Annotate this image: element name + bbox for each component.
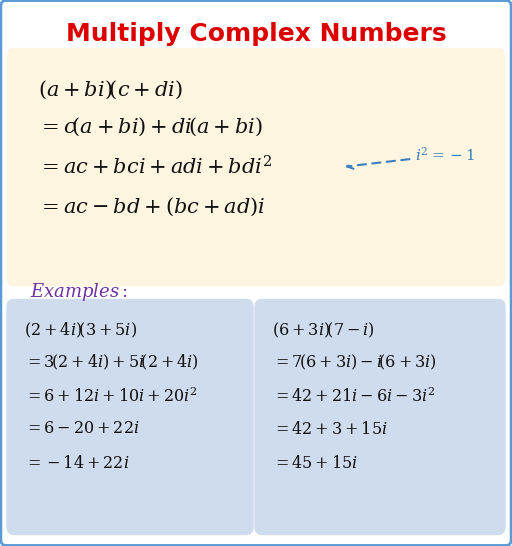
Text: $=c\!\left(a+bi\right)+di\!\left(a+bi\right)$: $=c\!\left(a+bi\right)+di\!\left(a+bi\ri… — [38, 116, 263, 138]
Text: $=6+12i+10i+20i^{2}$: $=6+12i+10i+20i^{2}$ — [24, 387, 198, 405]
FancyBboxPatch shape — [6, 48, 506, 286]
FancyBboxPatch shape — [254, 299, 506, 535]
Text: $=3\!\left(2+4i\right)+5i\!\left(2+4i\right)$: $=3\!\left(2+4i\right)+5i\!\left(2+4i\ri… — [24, 352, 199, 372]
Text: $=-14+22i$: $=-14+22i$ — [24, 454, 130, 471]
Text: $=ac+bci+adi+bdi^{2}$: $=ac+bci+adi+bdi^{2}$ — [38, 156, 273, 179]
Text: $=6-20+22i$: $=6-20+22i$ — [24, 420, 140, 436]
Text: $=45+15i$: $=45+15i$ — [272, 454, 358, 471]
Text: $\left(a+bi\right)\!\left(c+di\right)$: $\left(a+bi\right)\!\left(c+di\right)$ — [38, 79, 183, 101]
Text: $=42+21i-6i-3i^{2}$: $=42+21i-6i-3i^{2}$ — [272, 387, 436, 405]
FancyBboxPatch shape — [6, 299, 253, 535]
Text: $=42+3+15i$: $=42+3+15i$ — [272, 419, 388, 436]
Text: $=ac-bd+\left(bc+ad\right)i$: $=ac-bd+\left(bc+ad\right)i$ — [38, 196, 265, 218]
Text: $=7\!\left(6+3i\right)-i\!\left(6+3i\right)$: $=7\!\left(6+3i\right)-i\!\left(6+3i\rig… — [272, 352, 437, 372]
Text: Multiply Complex Numbers: Multiply Complex Numbers — [66, 22, 446, 46]
Text: $\left(6+3i\right)\!\left(7-i\right)$: $\left(6+3i\right)\!\left(7-i\right)$ — [272, 321, 375, 340]
Text: $\left(2+4i\right)\!\left(3+5i\right)$: $\left(2+4i\right)\!\left(3+5i\right)$ — [24, 321, 137, 340]
Text: $i^{2}=-1$: $i^{2}=-1$ — [347, 146, 475, 169]
Text: $\mathit{Examples:}$: $\mathit{Examples:}$ — [30, 281, 128, 303]
